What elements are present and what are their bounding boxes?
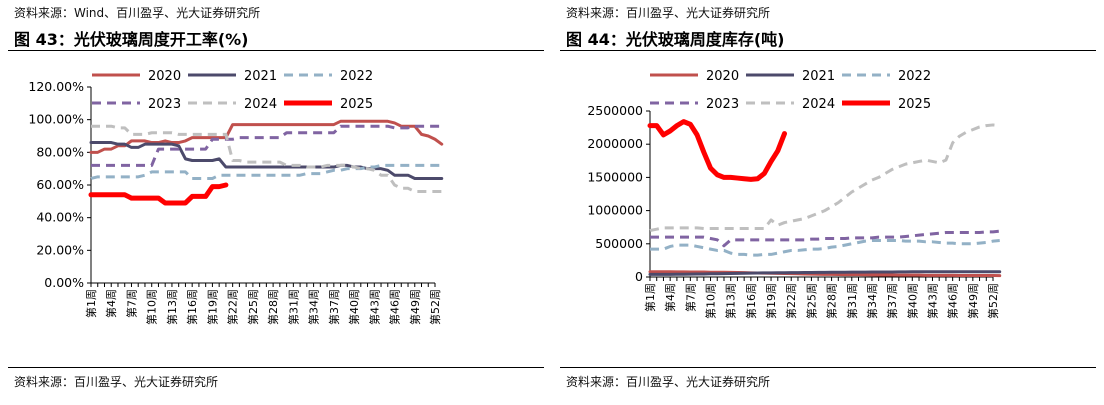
operating-rate-chart: 2020 2021 2022 2023 2024 2025 0.00% 20.00% 40.00… xyxy=(28,69,444,325)
legend-label-2025: 2025 xyxy=(340,97,373,112)
left-figure-panel: 资料来源：Wind、百川盈孚、光大证券研究所 图 43：光伏玻璃周度开工率(%)… xyxy=(8,6,544,389)
x-tick-label: 第10周 xyxy=(145,289,159,325)
series-line-2025 xyxy=(88,182,229,206)
footer-divider xyxy=(8,367,544,368)
x-tick-label: 第25周 xyxy=(246,289,260,325)
x-tick-label: 第37周 xyxy=(885,283,899,319)
x-tick-label: 第34周 xyxy=(307,289,321,325)
series-line-2022 xyxy=(650,238,1000,257)
x-tick-label: 第4周 xyxy=(663,283,677,312)
series-line-2021 xyxy=(89,141,444,180)
x-tick-label: 第28周 xyxy=(266,289,280,325)
legend-label-2024: 2024 xyxy=(802,97,835,112)
x-tick-label: 第46周 xyxy=(946,283,960,319)
figure-title: 图 43：光伏玻璃周度开工率(%) xyxy=(14,30,249,49)
y-tick-label: 0.00% xyxy=(44,275,84,290)
title-divider xyxy=(560,50,1096,51)
series-line-2024 xyxy=(91,124,442,194)
inventory-chart: 2020 2021 2022 2023 2024 2025 0 500000 1000000 15… xyxy=(587,69,1002,319)
series-line-2020 xyxy=(89,119,444,154)
series-line-2024 xyxy=(649,123,1000,232)
x-tick-label: 第34周 xyxy=(865,283,879,319)
x-tick-label: 第28周 xyxy=(825,283,839,319)
legend-label-2025: 2025 xyxy=(898,97,931,112)
right-figure-panel: 资料来源：百川盈孚、光大证券研究所 图 44：光伏玻璃周度库存(吨) 2020 2… xyxy=(552,0,1104,405)
x-tick-label: 第10周 xyxy=(704,283,718,319)
legend-label-2024: 2024 xyxy=(244,97,277,112)
legend-label-2023: 2023 xyxy=(148,97,181,112)
x-tick-label: 第31周 xyxy=(286,289,300,325)
y-tick-label: 20.00% xyxy=(36,242,84,257)
x-tick-label: 第19周 xyxy=(205,289,219,325)
y-tick-label: 1000000 xyxy=(587,203,643,218)
y-tick-label: 2000000 xyxy=(587,136,643,151)
y-tick-label: 60.00% xyxy=(36,177,84,192)
x-tick-label: 第16周 xyxy=(744,283,758,319)
y-tick-label: 1500000 xyxy=(587,169,643,184)
x-tick-label: 第1周 xyxy=(84,289,98,318)
x-tick-label: 第25周 xyxy=(804,283,818,319)
legend-label-2021: 2021 xyxy=(244,69,277,84)
source-note-top: 资料来源：Wind、百川盈孚、光大证券研究所 xyxy=(14,6,261,20)
title-divider xyxy=(8,50,544,51)
legend-label-2020: 2020 xyxy=(706,69,739,84)
x-tick-label: 第40周 xyxy=(905,283,919,319)
source-note-bottom: 资料来源：百川盈孚、光大证券研究所 xyxy=(566,375,771,389)
x-tick-label: 第52周 xyxy=(428,289,442,325)
series-line-2021 xyxy=(648,270,1002,276)
y-tick-label: 40.00% xyxy=(36,210,84,225)
legend-label-2020: 2020 xyxy=(148,69,181,84)
source-note-bottom: 资料来源：百川盈孚、光大证券研究所 xyxy=(14,375,219,389)
y-tick-label: 0 xyxy=(635,269,643,284)
x-tick-label: 第49周 xyxy=(408,289,422,325)
y-tick-label: 500000 xyxy=(595,236,643,251)
x-tick-label: 第37周 xyxy=(327,289,341,325)
legend-label-2022: 2022 xyxy=(898,69,931,84)
y-tick-label: 120.00% xyxy=(28,79,84,94)
x-tick-label: 第46周 xyxy=(388,289,402,325)
y-tick-label: 100.00% xyxy=(28,112,84,127)
x-tick-label: 第7周 xyxy=(124,289,138,318)
figure-title: 图 44：光伏玻璃周度库存(吨) xyxy=(566,30,785,49)
x-tick-label: 第1周 xyxy=(643,283,657,312)
x-tick-label: 第22周 xyxy=(784,283,798,319)
x-tick-label: 第19周 xyxy=(764,283,778,319)
x-tick-label: 第13周 xyxy=(165,289,179,325)
legend-label-2022: 2022 xyxy=(340,69,373,84)
x-tick-label: 第49周 xyxy=(966,283,980,319)
x-tick-label: 第52周 xyxy=(986,283,1000,319)
x-tick-label: 第13周 xyxy=(724,283,738,319)
x-tick-label: 第43周 xyxy=(367,289,381,325)
x-tick-label: 第22周 xyxy=(226,289,240,325)
x-tick-label: 第16周 xyxy=(185,289,199,325)
x-tick-label: 第4周 xyxy=(104,289,118,318)
y-tick-label: 80.00% xyxy=(36,144,84,159)
series-line-2020 xyxy=(648,270,1002,278)
legend-label-2023: 2023 xyxy=(706,97,739,112)
x-tick-label: 第43周 xyxy=(925,283,939,319)
y-tick-label: 2500000 xyxy=(587,103,643,118)
x-tick-label: 第7周 xyxy=(683,283,697,312)
x-tick-label: 第31周 xyxy=(845,283,859,319)
legend-label-2021: 2021 xyxy=(802,69,835,84)
footer-divider xyxy=(560,367,1096,368)
x-tick-label: 第40周 xyxy=(347,289,361,325)
series-line-2025 xyxy=(647,119,788,182)
source-note-top: 资料来源：百川盈孚、光大证券研究所 xyxy=(566,6,771,20)
